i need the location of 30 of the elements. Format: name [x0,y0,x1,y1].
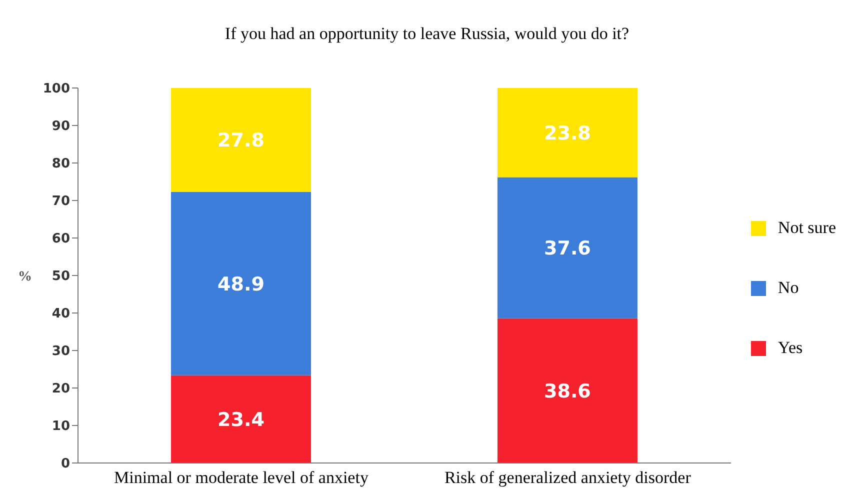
y-tick-label: 20 [52,382,70,397]
y-tick-label: 60 [52,232,70,247]
data-label: 23.8 [544,122,591,144]
y-tick-label: 0 [60,456,70,472]
y-axis-title: % [18,269,32,284]
y-tick-label: 40 [52,306,70,322]
data-label: 37.6 [544,237,591,260]
x-tick-label: Risk of generalized anxiety disorder [444,468,692,488]
bar [171,88,311,192]
x-tick-label: Minimal or moderate level of anxiety [114,468,369,488]
chart-title: If you had an opportunity to leave Russia, would you do it? [224,23,630,45]
bar [171,375,311,463]
bar [497,177,638,318]
data-label: 38.6 [544,380,591,402]
data-label: 27.8 [218,130,264,152]
bar [497,88,638,178]
y-tick-label: 90 [52,119,70,134]
y-tick-label: 70 [52,194,70,210]
y-tick-label: 50 [52,269,70,284]
bar [497,318,638,463]
y-tick-label: 80 [52,156,70,172]
y-tick-label: 10 [52,419,70,434]
y-tick-label: 30 [52,344,70,360]
legend-label: Not sure [778,218,836,238]
data-label: 48.9 [218,273,264,296]
bar [171,192,311,376]
legend-label: No [778,278,799,298]
data-label: 23.4 [218,408,264,431]
legend-label: Yes [778,338,803,358]
y-tick-label: 100 [42,82,70,97]
